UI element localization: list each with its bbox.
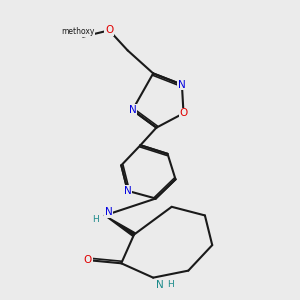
Text: methoxy: methoxy: [61, 27, 95, 36]
Text: O: O: [105, 25, 113, 35]
Text: O: O: [179, 108, 188, 118]
Text: N: N: [129, 105, 136, 115]
Text: H: H: [92, 215, 98, 224]
Text: N: N: [105, 207, 112, 217]
Text: N: N: [124, 186, 131, 196]
Polygon shape: [105, 215, 135, 236]
Text: N: N: [178, 80, 186, 90]
Text: H: H: [167, 280, 174, 289]
Text: O: O: [84, 255, 92, 265]
Text: N: N: [156, 280, 164, 290]
